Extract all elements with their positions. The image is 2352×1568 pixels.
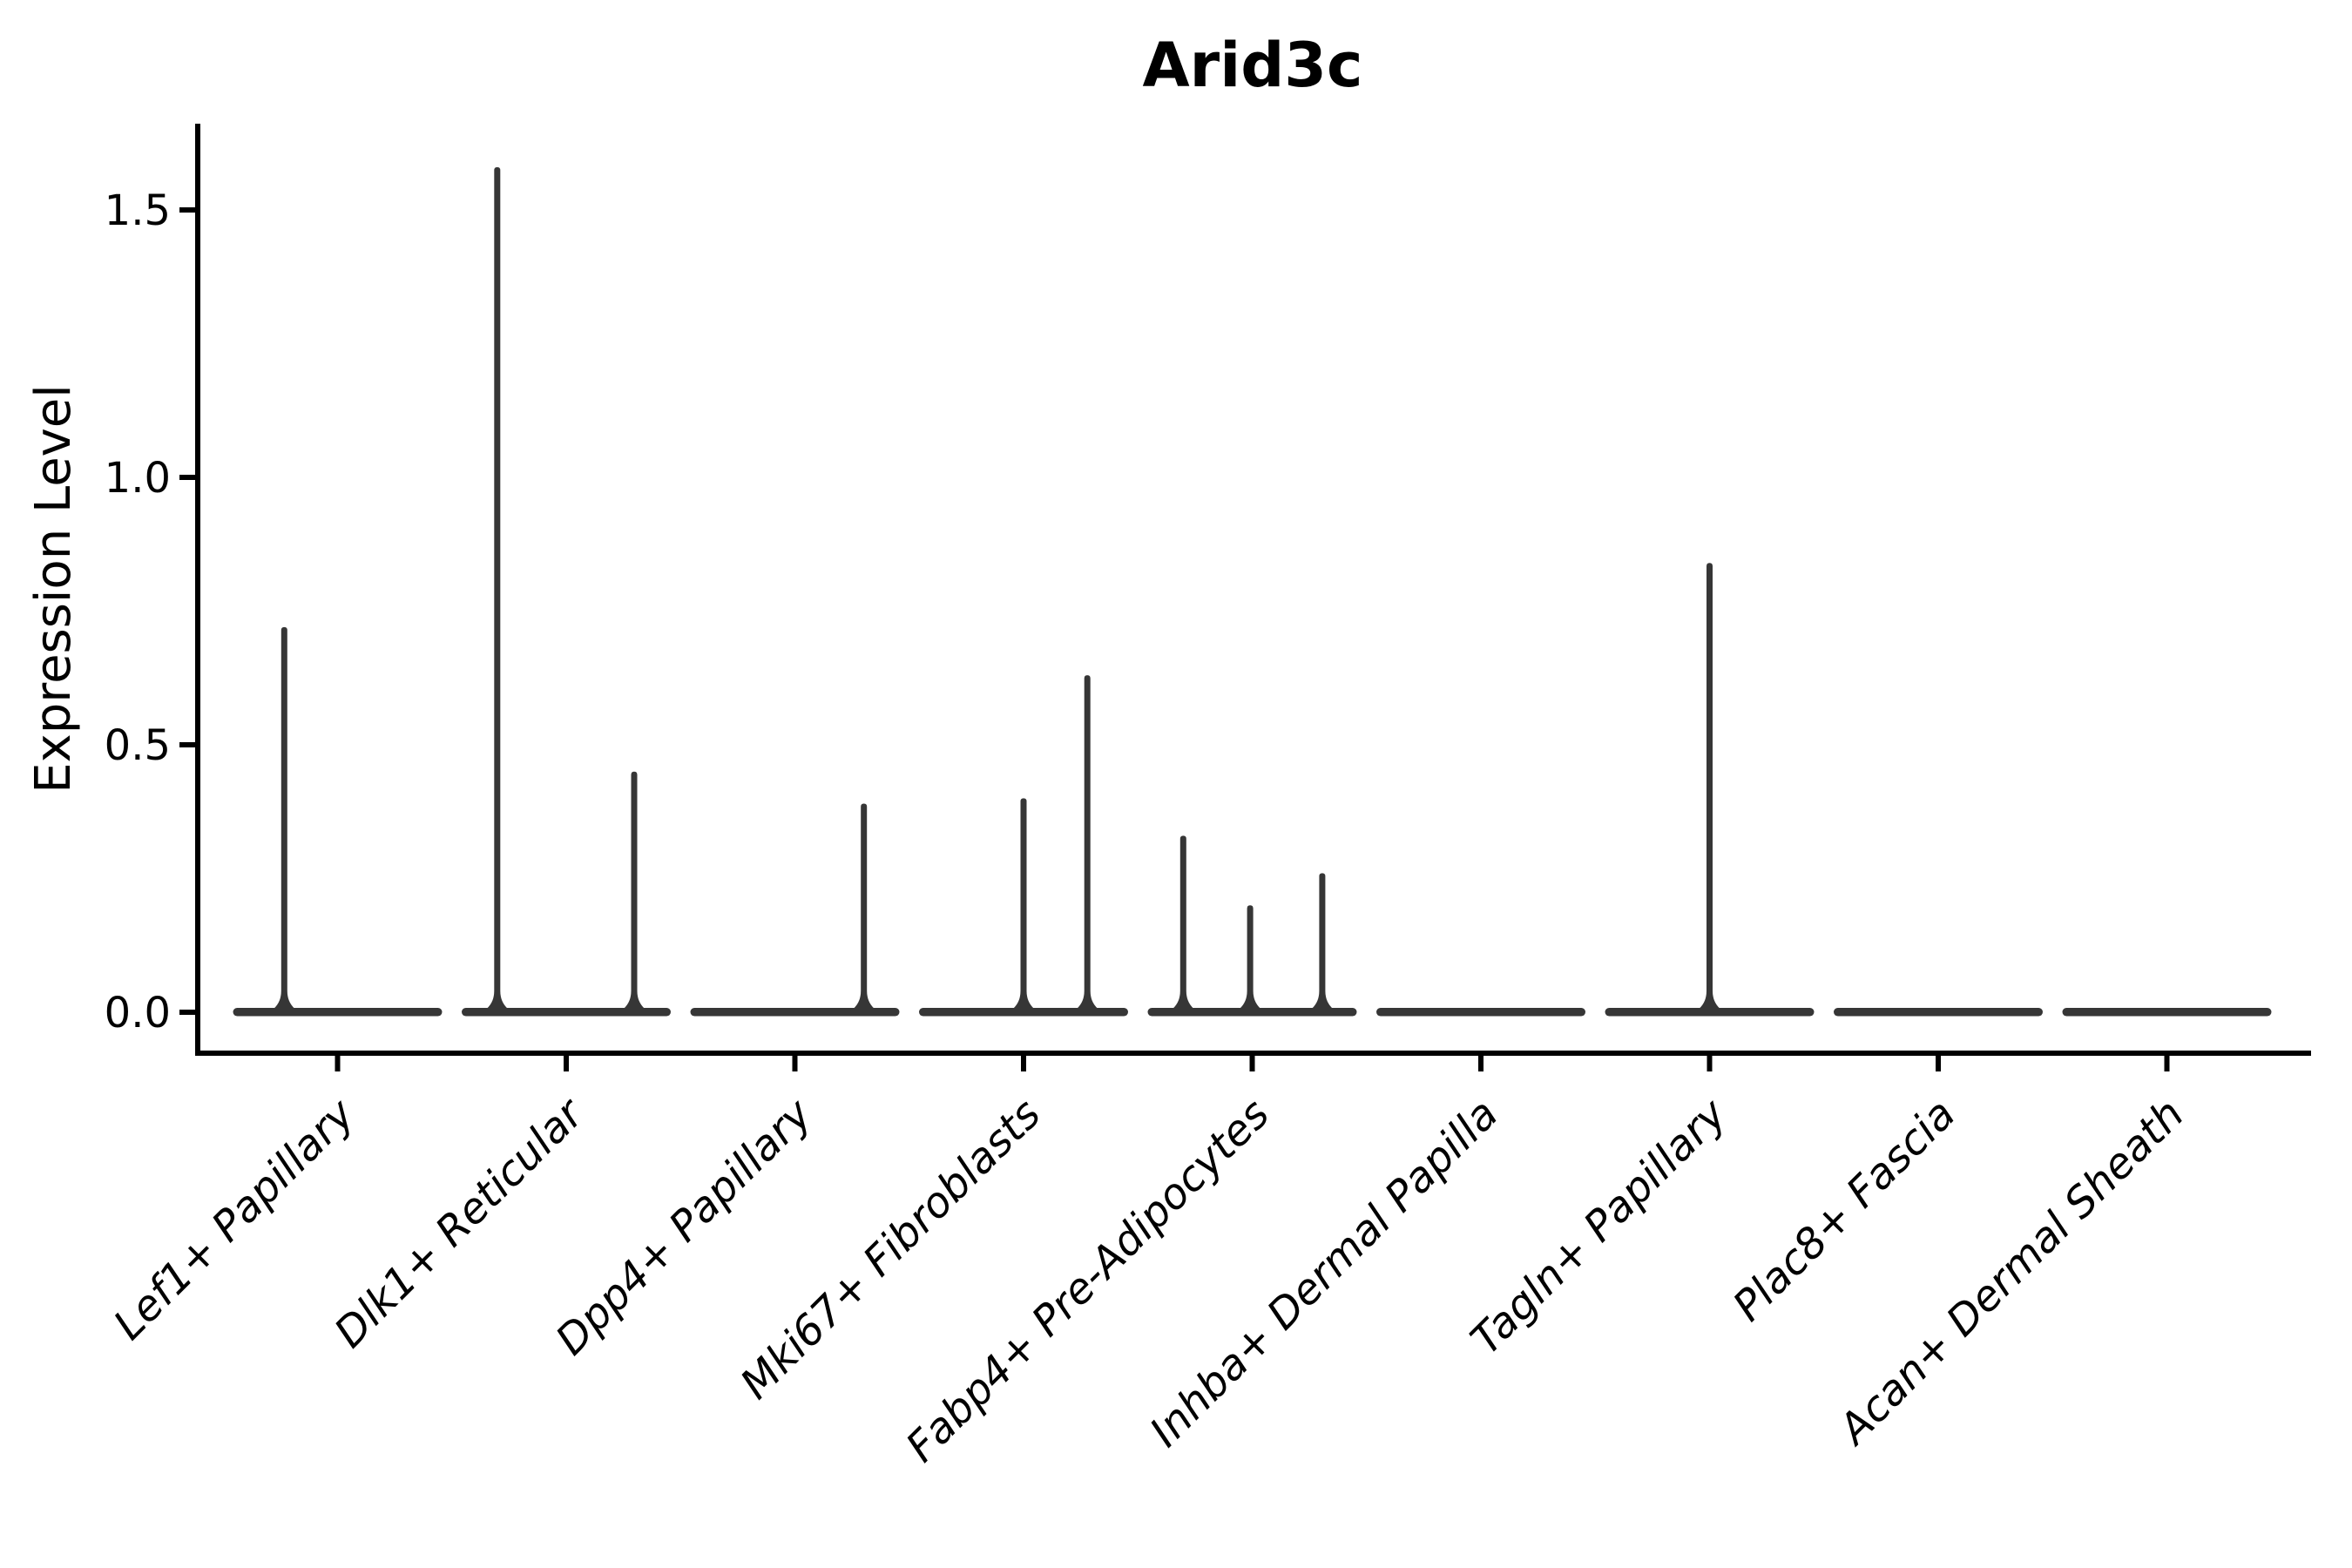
violin-baseline xyxy=(2062,1008,2272,1017)
y-tick-label: 1.0 xyxy=(105,454,171,503)
violin-spike xyxy=(269,626,300,1012)
violin-spike xyxy=(1168,835,1199,1012)
y-tick-mark xyxy=(179,742,195,747)
y-tick-mark xyxy=(179,475,195,480)
violin-spike xyxy=(1694,563,1725,1012)
violin-7 xyxy=(1605,563,1815,1017)
x-tick-label: Fabp4+ Pre-Adipocytes xyxy=(896,1090,1279,1472)
x-tick-mark xyxy=(335,1056,341,1071)
violin-2 xyxy=(462,166,671,1017)
y-axis-spine xyxy=(195,124,200,1056)
violin-spike xyxy=(848,803,879,1012)
violin-3 xyxy=(690,803,900,1017)
x-tick-mark xyxy=(1249,1056,1255,1071)
y-tick-mark xyxy=(179,207,195,213)
violins xyxy=(233,166,2272,1017)
x-tick-mark xyxy=(2164,1056,2170,1071)
violin-spike xyxy=(1009,798,1038,1012)
x-axis-spine xyxy=(195,1051,2311,1056)
x-tick-label: Dlk1+ Reticular xyxy=(325,1088,595,1358)
x-tick-mark xyxy=(792,1056,798,1071)
violin-spike xyxy=(482,166,512,1012)
x-tick-mark xyxy=(1707,1056,1713,1071)
violin-4 xyxy=(919,675,1128,1017)
violin-baseline xyxy=(462,1008,671,1017)
violin-spike xyxy=(619,771,649,1012)
x-tick-label: Lef1+ Papillary xyxy=(105,1089,365,1349)
y-tick-label: 0.0 xyxy=(105,989,171,1037)
x-tick-label: Tagln+ Papillary xyxy=(1462,1089,1737,1364)
x-tick-label: Dpp4+ Papillary xyxy=(546,1089,821,1364)
x-tick-mark xyxy=(1021,1056,1026,1071)
y-tick-label: 0.5 xyxy=(105,721,171,770)
x-tick-mark xyxy=(1478,1056,1484,1071)
violin-baseline xyxy=(1147,1008,1357,1017)
violin-baseline xyxy=(1834,1008,2043,1017)
violin-baseline xyxy=(1376,1008,1585,1017)
violin-1 xyxy=(233,626,443,1017)
violin-baseline xyxy=(690,1008,900,1017)
violin-6 xyxy=(1376,1008,1585,1017)
violin-baseline xyxy=(1605,1008,1815,1017)
x-tick-label: Plac8+ Fascia xyxy=(1724,1090,1965,1331)
y-tick-label: 1.5 xyxy=(105,186,171,235)
violin-spike xyxy=(1072,675,1103,1012)
chart-title: Arid3c xyxy=(1143,30,1363,101)
violin-8 xyxy=(1834,1008,2043,1017)
violin-9 xyxy=(2062,1008,2272,1017)
violin-spike xyxy=(1307,873,1337,1012)
x-tick-mark xyxy=(564,1056,569,1071)
violin-spike xyxy=(1235,905,1266,1012)
y-axis-label: Expression Level xyxy=(25,384,82,794)
violin-baseline xyxy=(233,1008,443,1017)
violin-5 xyxy=(1147,835,1357,1017)
y-tick-mark xyxy=(179,1010,195,1015)
x-tick-mark xyxy=(1936,1056,1941,1071)
